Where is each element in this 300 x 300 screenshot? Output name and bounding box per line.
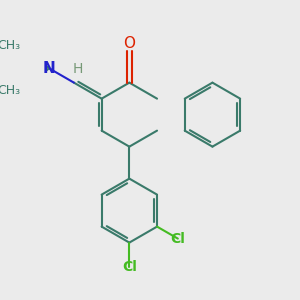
Text: Cl: Cl <box>170 232 185 246</box>
Text: N: N <box>43 61 56 76</box>
Text: H: H <box>73 61 83 76</box>
Text: CH₃: CH₃ <box>0 39 20 52</box>
Text: CH₃: CH₃ <box>0 84 20 97</box>
Text: O: O <box>123 36 135 51</box>
Text: Cl: Cl <box>122 260 137 274</box>
